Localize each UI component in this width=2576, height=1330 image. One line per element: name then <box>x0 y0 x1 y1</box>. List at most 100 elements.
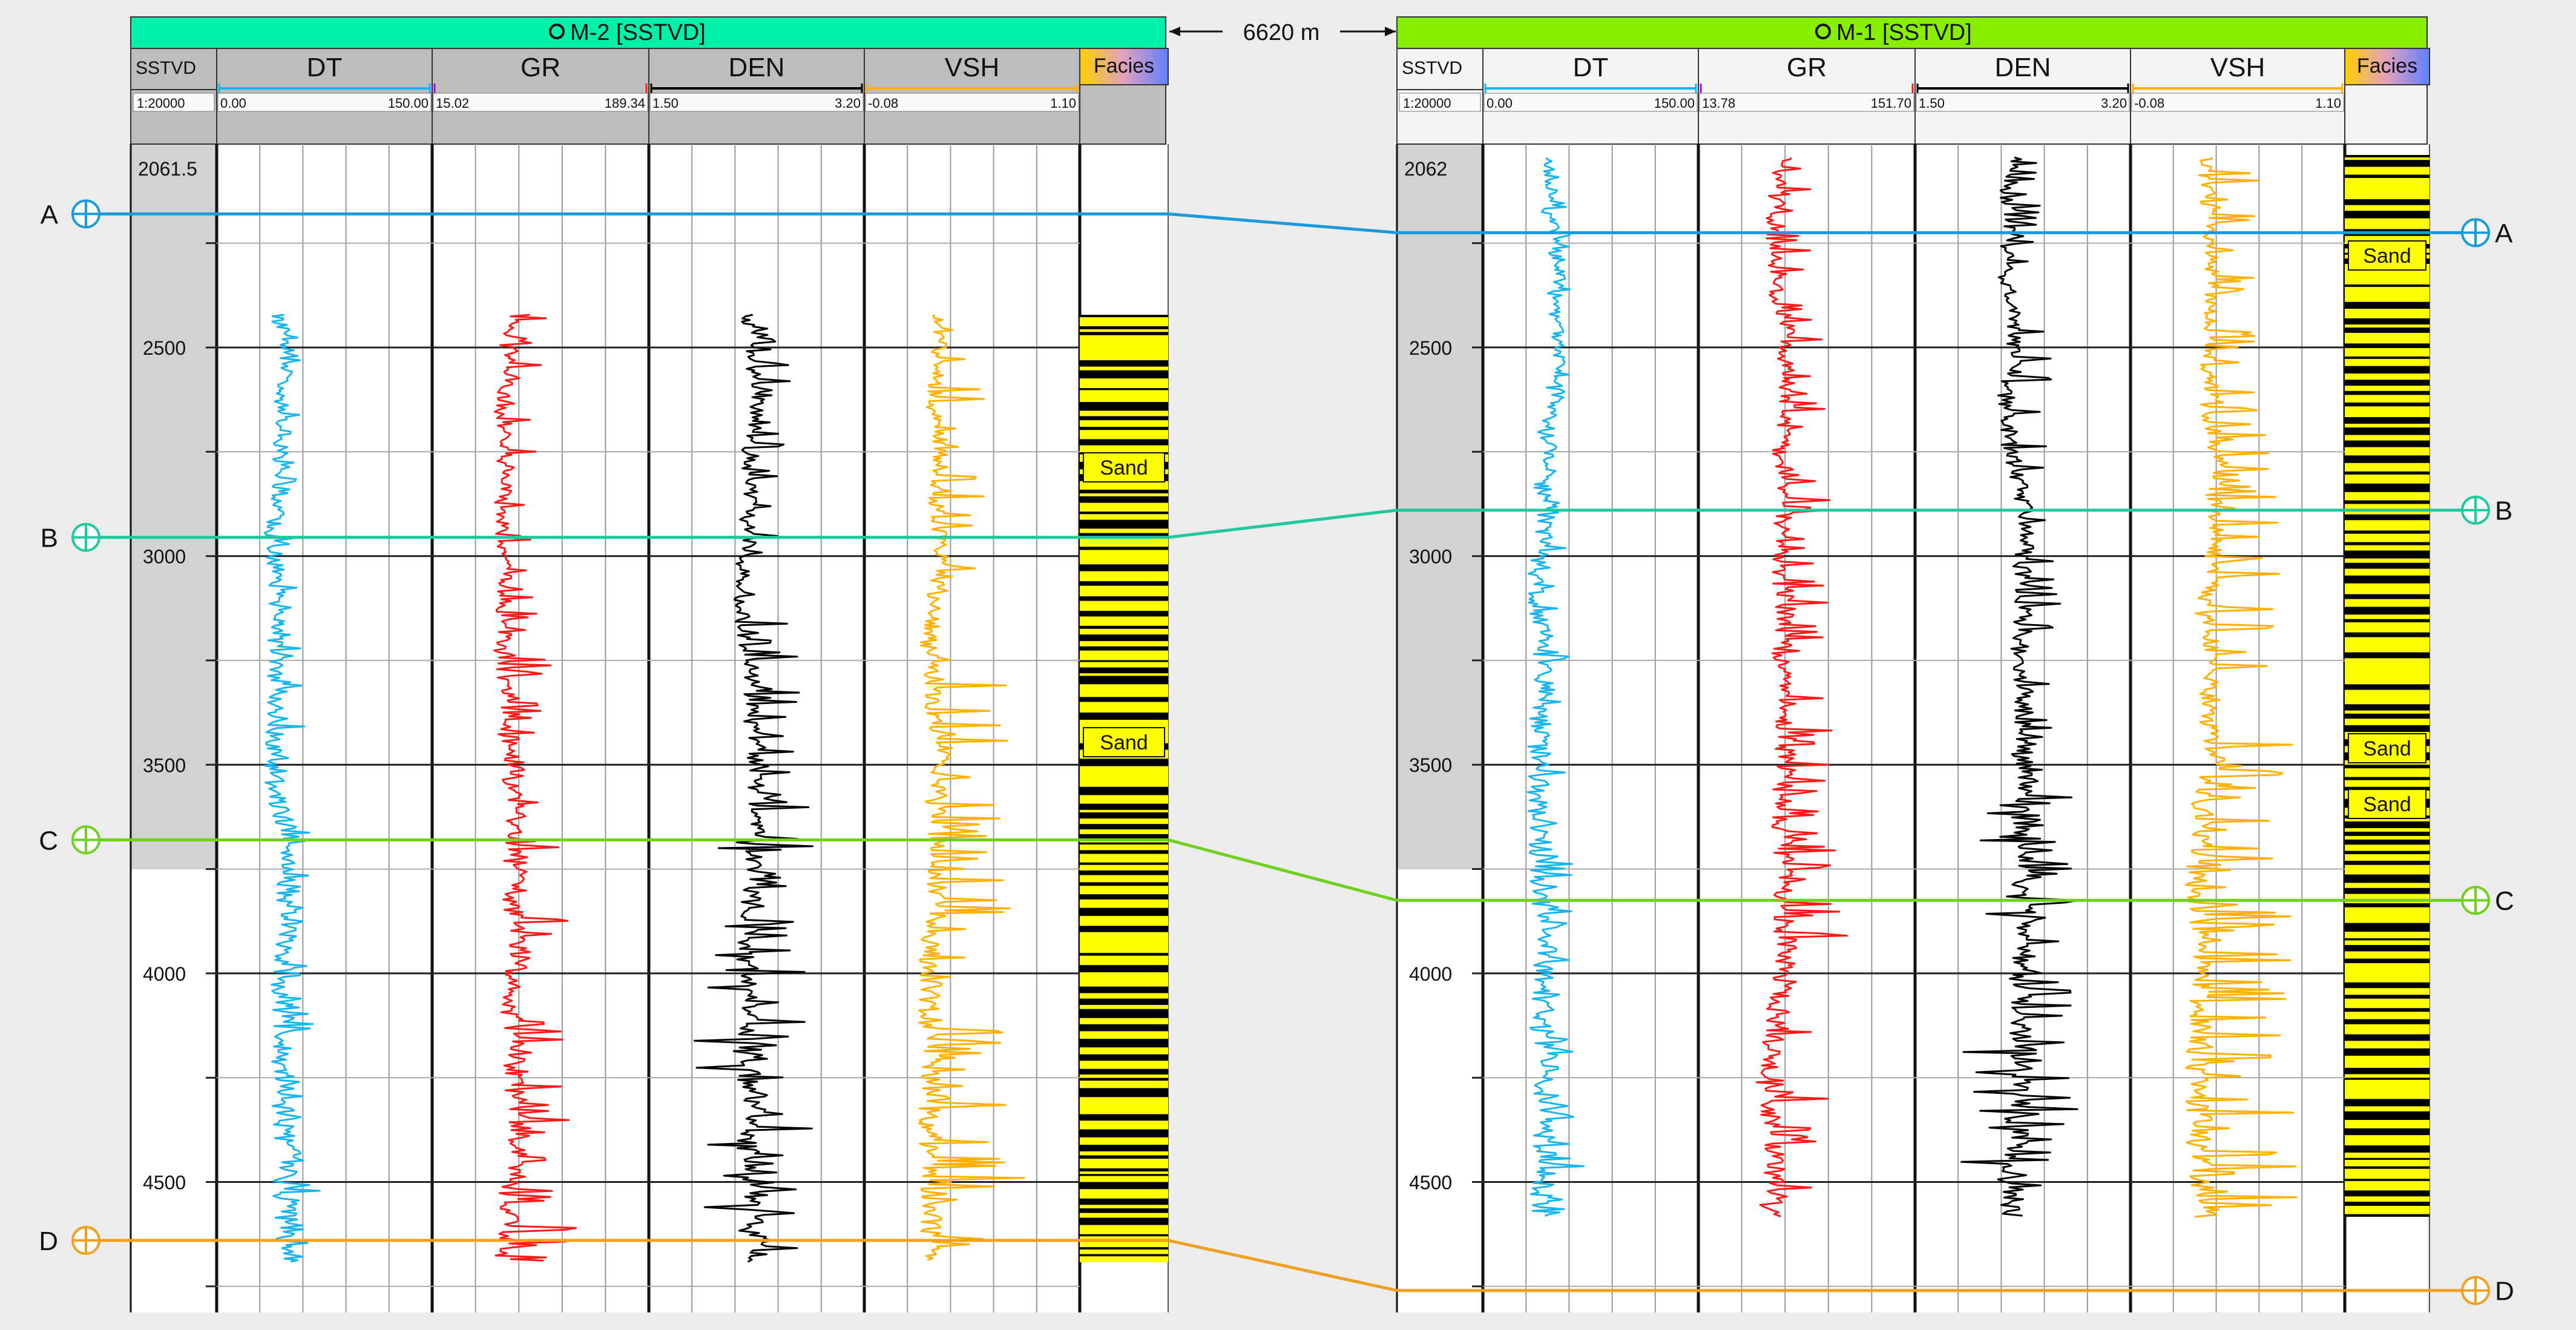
track-header-gr[interactable]: GR 13.78 151.70 <box>1698 48 1916 145</box>
facies-sand-label: Sand <box>1100 456 1148 479</box>
facies-sand-bed <box>2345 963 2430 983</box>
horizon-a[interactable]: AA <box>41 199 2513 248</box>
spacing-left-arrow-icon <box>1169 27 1180 36</box>
facies-sand-bed <box>1080 601 1168 611</box>
facies-sand-bed <box>2345 768 2430 777</box>
horizon-lines: AA BB CC DD <box>39 199 2514 1306</box>
facies-sand-bed <box>1080 844 1168 851</box>
facies-header[interactable]: Facies <box>1079 48 1169 85</box>
facies-sand-bed <box>1080 886 1168 895</box>
horizon-flag-icon[interactable] <box>71 522 100 552</box>
log-curve-den[interactable] <box>693 314 813 1263</box>
horizon-flag-icon[interactable] <box>71 825 100 855</box>
facies-sand-label: Sand <box>2363 245 2411 268</box>
facies-sand-bed <box>2345 883 2430 888</box>
facies-sand-bed <box>1080 1018 1168 1024</box>
facies-sand-bed <box>1080 528 1168 533</box>
facies-sand-bed <box>2345 864 2430 875</box>
facies-sand-bed <box>2345 1012 2430 1019</box>
facies-sand-bed <box>2345 1180 2430 1191</box>
facies-sand-bed <box>1080 1121 1168 1130</box>
well-m2: M-2 [SSTVD] SSTVD 1:20000 DT 0.00 150.00 GR 15… <box>130 16 1169 1312</box>
facies-sand-label: Sand <box>2363 737 2411 760</box>
horizon-flag-icon[interactable] <box>71 199 100 229</box>
track-name-den: DEN <box>1995 53 2051 82</box>
log-curve-vsh[interactable] <box>2184 157 2298 1218</box>
log-curve-gr[interactable] <box>493 314 577 1262</box>
depth-column-header[interactable]: SSTVD 1:20000 <box>1396 48 1484 145</box>
track-max-vsh: 1.10 <box>2315 96 2341 111</box>
log-curve-den[interactable] <box>1960 156 2080 1217</box>
horizon-flag-icon[interactable] <box>2461 495 2490 525</box>
facies-sand-bed <box>1080 818 1168 825</box>
facies-sand-bed <box>2345 374 2430 380</box>
facies-sand-bed <box>1080 335 1168 361</box>
facies-sand-bed <box>2345 406 2430 418</box>
track-header-den[interactable]: DEN 1.50 3.20 <box>1914 48 2131 145</box>
facies-sand-bed <box>1080 1225 1168 1234</box>
facies-sand-bed <box>1080 616 1168 626</box>
horizon-d[interactable]: DD <box>39 1226 2514 1306</box>
facies-sand-bed <box>2345 423 2430 428</box>
track-header-vsh[interactable]: VSH -0.08 1.10 <box>864 48 1080 145</box>
facies-sand-bed <box>2345 157 2430 160</box>
track-header-dt[interactable]: DT 0.00 150.00 <box>1482 48 1699 145</box>
facies-sand-bed <box>2345 818 2430 821</box>
facies-sand-bed <box>1080 916 1168 926</box>
facies-sand-bed <box>2345 1152 2430 1158</box>
facies-sand-bed <box>1080 390 1168 403</box>
facies-header[interactable]: Facies <box>2344 48 2430 85</box>
depth-tick-label: 3000 <box>1409 546 1452 568</box>
track-min-den: 1.50 <box>1919 96 1945 111</box>
facies-sand-label: Sand <box>1100 731 1148 754</box>
track-min-vsh: -0.08 <box>2134 96 2164 111</box>
log-curve-vsh[interactable] <box>918 314 1025 1261</box>
well-m1-depth-shade <box>1397 144 1483 869</box>
facies-sand-bed <box>2345 348 2430 357</box>
horizon-name-left: C <box>39 826 58 855</box>
facies-sand-bed <box>1080 550 1168 565</box>
depth-column-header[interactable]: SSTVD 1:20000 <box>130 48 217 145</box>
facies-sand-bed <box>1080 1097 1168 1114</box>
facies-sand-bed <box>2345 1055 2430 1068</box>
facies-sand-bed <box>1080 410 1168 416</box>
depth-tick-label: 3000 <box>143 546 186 568</box>
facies-sand-bed <box>2345 1159 2430 1167</box>
horizon-c[interactable]: CC <box>39 825 2514 916</box>
track-max-den: 3.20 <box>2101 96 2127 111</box>
log-curve-dt[interactable] <box>1526 157 1585 1217</box>
horizon-flag-icon[interactable] <box>71 1226 100 1256</box>
depth-scale-label: 1:20000 <box>137 96 185 111</box>
well-spacing-label: 6620 m <box>1243 20 1320 45</box>
horizon-b[interactable]: BB <box>41 495 2513 553</box>
facies-sand-bed <box>2345 492 2430 501</box>
facies-sand-bed <box>2345 395 2430 403</box>
track-name-den: DEN <box>729 53 785 82</box>
facies-sand-bed <box>2345 951 2430 959</box>
facies-sand-bed <box>2345 780 2430 787</box>
track-header-dt[interactable]: DT 0.00 150.00 <box>216 48 433 145</box>
well-spacing: 6620 m <box>1169 20 1396 45</box>
track-max-vsh: 1.10 <box>1050 96 1076 111</box>
facies-column[interactable] <box>2345 155 2430 1217</box>
track-header-vsh[interactable]: VSH -0.08 1.10 <box>2130 48 2345 145</box>
facies-sand-bed <box>2345 854 2430 861</box>
facies-sand-bed <box>2345 844 2430 851</box>
horizon-flag-icon[interactable] <box>2461 218 2490 248</box>
facies-sand-bed <box>2345 1168 2430 1179</box>
track-min-dt: 0.00 <box>1487 96 1513 111</box>
well-m2-title: M-2 [SSTVD] <box>570 20 706 45</box>
facies-sand-bed <box>1080 673 1168 676</box>
log-curve-dt[interactable] <box>263 314 321 1263</box>
track-header-den[interactable]: DEN 1.50 3.20 <box>648 48 865 145</box>
well-m1-title: M-1 [SSTVD] <box>1836 20 1972 45</box>
facies-sand-bed <box>2345 309 2430 318</box>
horizon-flag-icon[interactable] <box>2461 886 2490 915</box>
well-m2-depth-shade <box>131 144 217 869</box>
facies-label: Facies <box>1094 54 1154 77</box>
facies-sand-bed <box>2345 599 2430 607</box>
horizon-flag-icon[interactable] <box>2461 1276 2490 1305</box>
log-curve-gr[interactable] <box>1755 157 1848 1217</box>
track-max-dt: 150.00 <box>388 96 429 111</box>
